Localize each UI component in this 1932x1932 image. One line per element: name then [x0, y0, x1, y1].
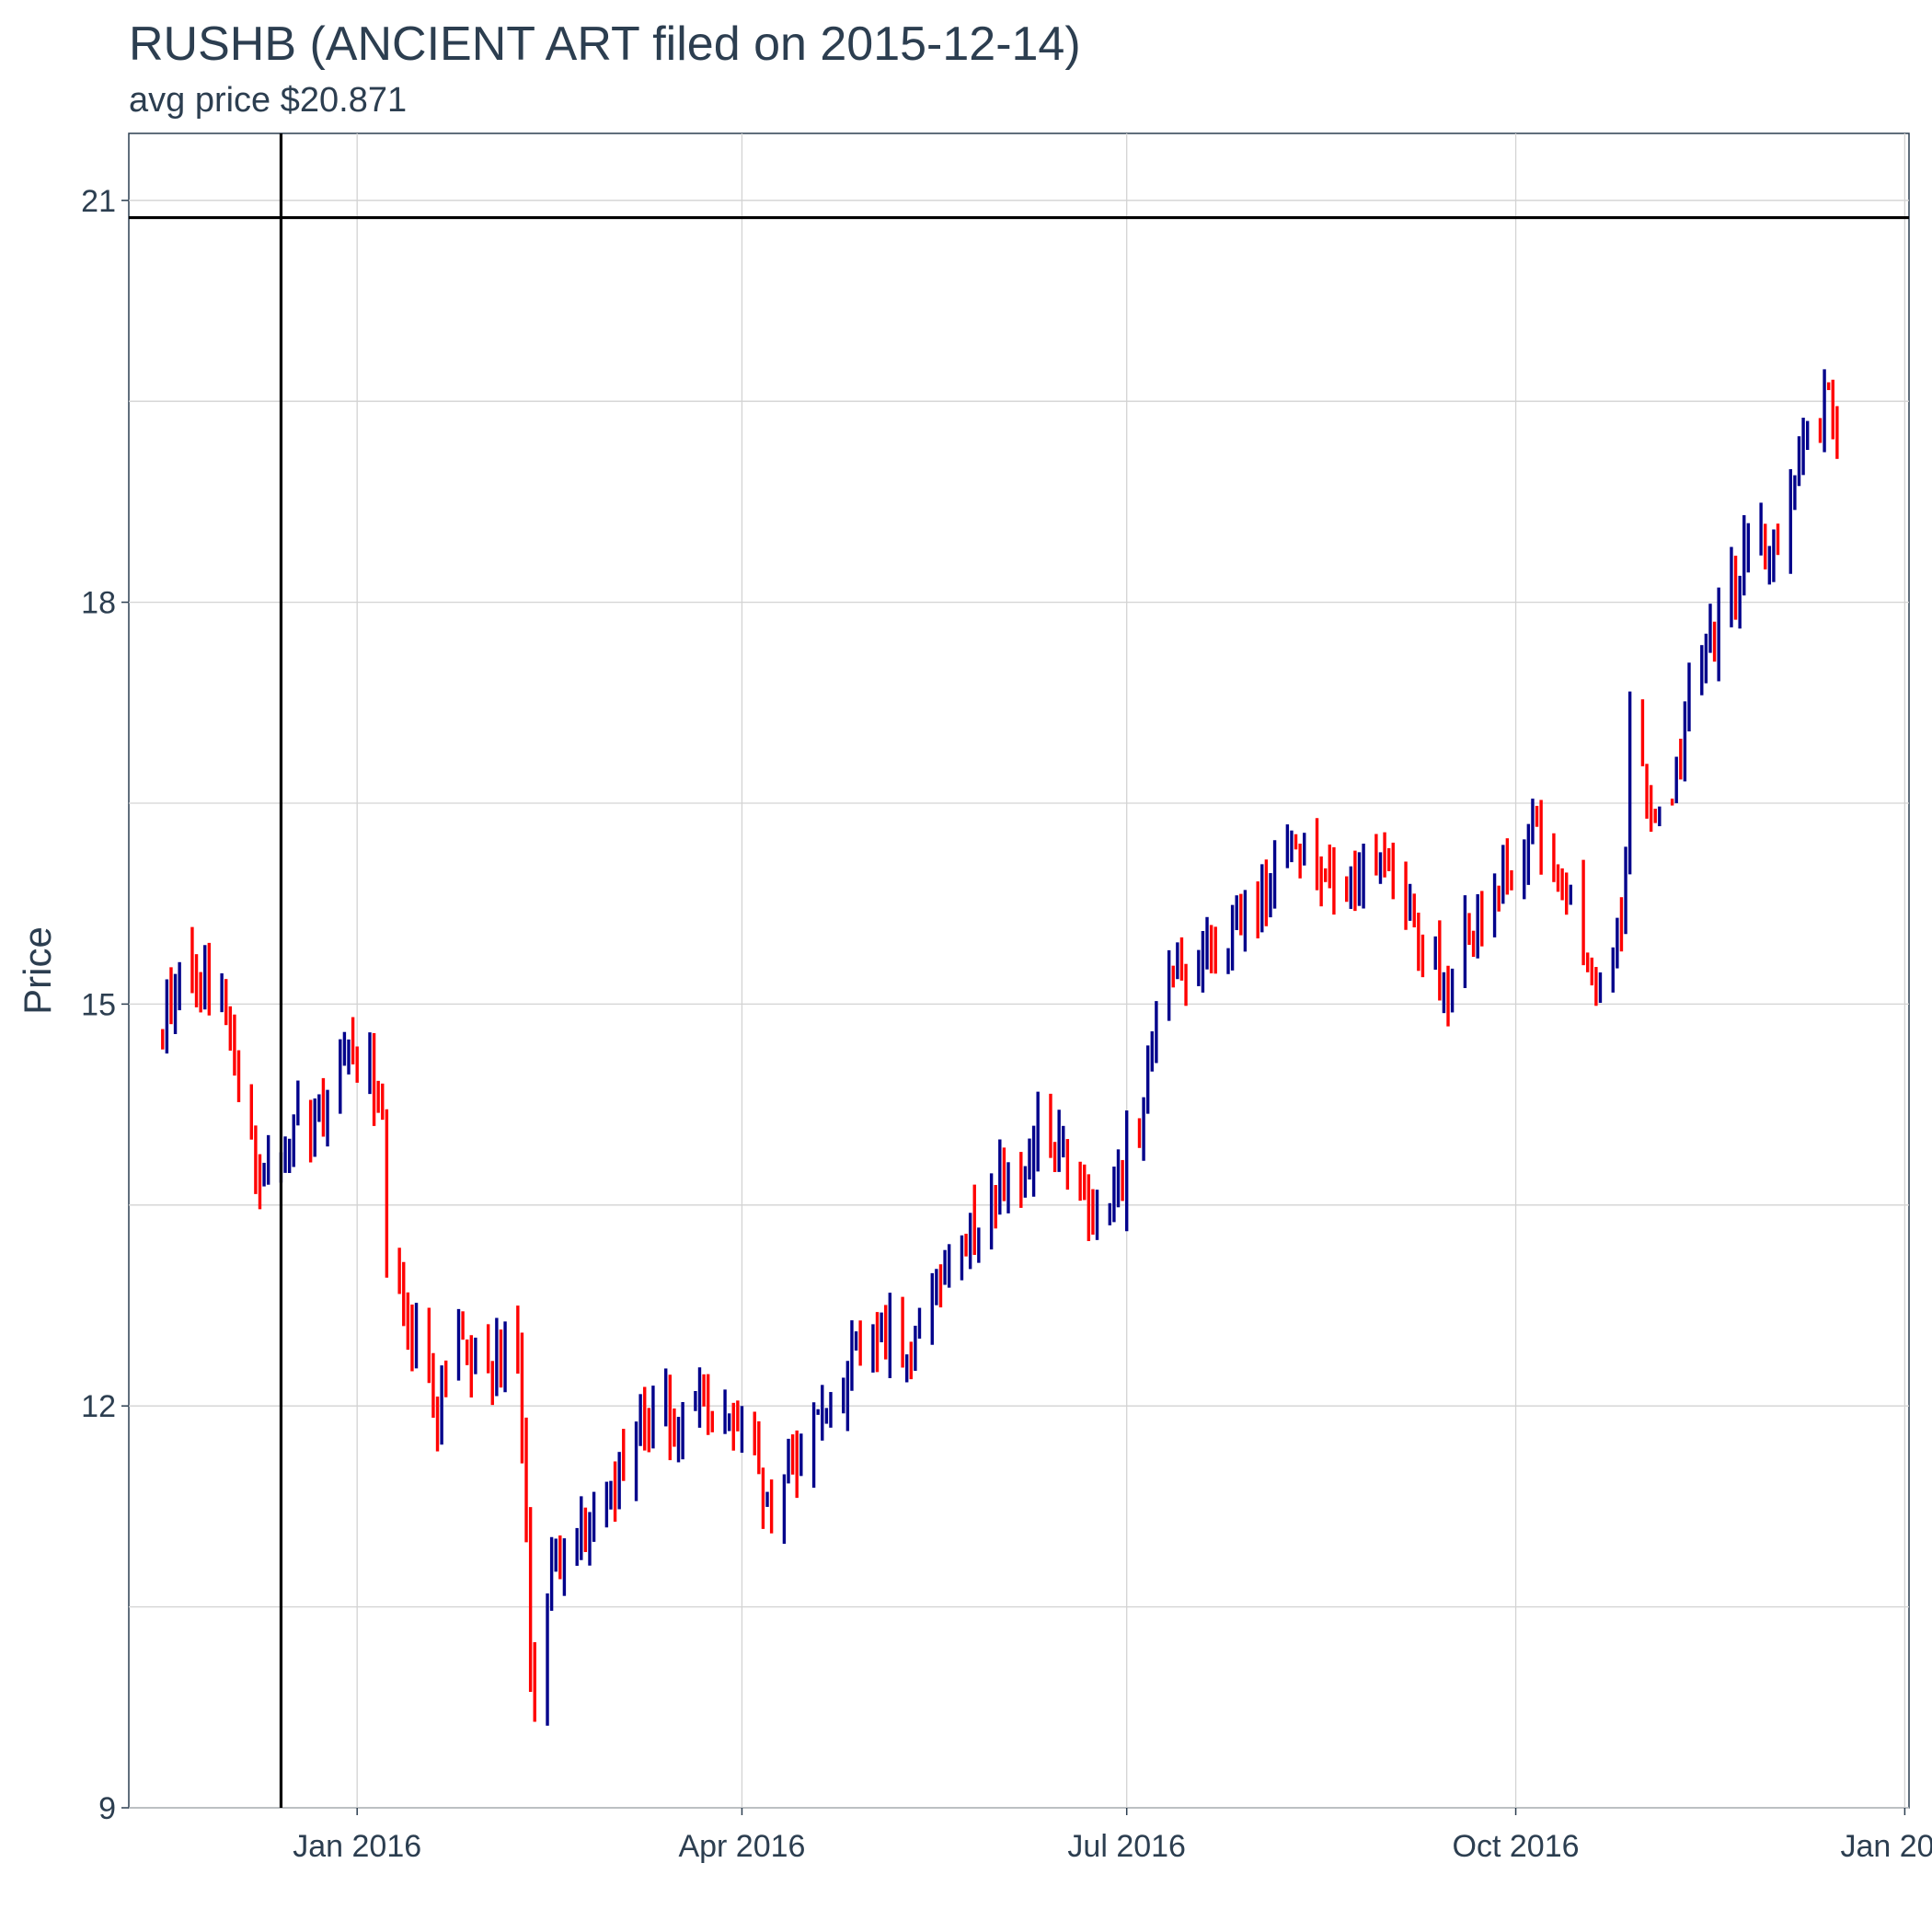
axes: 9 12 15 18 21 Jan 2016 Apr 2016 Jul 2016 Oct 201… [81, 184, 1932, 1864]
y-tick-label: 9 [98, 1791, 116, 1826]
chart-title: RUSHB (ANCIENT ART filed on 2015-12-14) [129, 17, 1081, 71]
x-tick-label: Jan 2017 [1840, 1829, 1932, 1864]
y-axis-label: Price [16, 926, 59, 1015]
x-tick-label: Jan 2016 [293, 1829, 421, 1864]
y-tick-label: 15 [81, 987, 116, 1022]
y-tick-label: 12 [81, 1389, 116, 1424]
plot-panel [128, 132, 1910, 1809]
reference-lines [129, 133, 1909, 1808]
x-tick-label: Jul 2016 [1067, 1829, 1186, 1864]
price-bars [161, 369, 1839, 1726]
y-tick-label: 18 [81, 586, 116, 621]
x-tick-label: Apr 2016 [678, 1829, 805, 1864]
y-tick-label: 21 [81, 184, 116, 219]
x-tick-label: Oct 2016 [1453, 1829, 1580, 1864]
chart-subtitle: avg price $20.871 [129, 81, 408, 120]
grid-lines [129, 133, 1909, 1809]
